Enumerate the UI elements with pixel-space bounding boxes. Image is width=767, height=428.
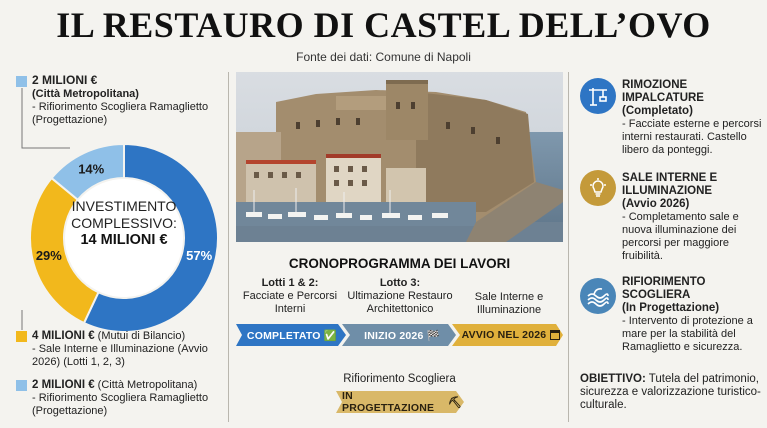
left-divider bbox=[228, 72, 229, 422]
status-2-title: SALE INTERNE E ILLUMINAZIONE bbox=[622, 172, 718, 197]
objective-label: OBIETTIVO: bbox=[580, 373, 646, 385]
status-1-state: (Completato) bbox=[622, 105, 693, 117]
funding-b2-desc: - Rifiorimento Scogliera Ramaglietto (Pr… bbox=[32, 392, 209, 417]
sub-badge: IN PROGETTAZIONE ⛏ bbox=[342, 390, 462, 414]
funding-b2-funder: (Città Metropolitana) bbox=[94, 379, 198, 391]
right-divider bbox=[568, 72, 569, 422]
phase-1-badge: COMPLETATO ✅ bbox=[246, 329, 338, 342]
status-2-desc: - Completamento sale e nuova illuminazio… bbox=[622, 211, 739, 262]
donut-slice-2 bbox=[50, 142, 125, 202]
phase-1-text: Facciate e Percorsi Interni bbox=[242, 290, 338, 315]
status-3-title: RIFIORIMENTO SCOGLIERA bbox=[622, 276, 706, 301]
status-1-title: RIMOZIONE IMPALCATURE bbox=[622, 79, 704, 104]
legend-swatch-blue-bottom bbox=[16, 380, 27, 391]
status-1-desc: - Facciate esterne e percorsi interni re… bbox=[622, 118, 762, 156]
page-title: IL RESTAURO DI CASTEL DELL’OVO bbox=[56, 5, 711, 45]
data-source: Fonte dei dati: Comune di Napoli bbox=[296, 50, 471, 64]
status-1: RIMOZIONE IMPALCATURE (Completato) - Fac… bbox=[622, 79, 762, 157]
sub-bar bbox=[336, 391, 464, 413]
timeline-title: CRONOPROGRAMMA DEI LAVORI bbox=[288, 256, 511, 271]
donut-hole bbox=[65, 179, 183, 297]
castle-photo bbox=[236, 72, 563, 242]
donut-label-2: 14% bbox=[78, 161, 104, 176]
objective-text: Tutela del patrimonio, sicurezza e valor… bbox=[580, 373, 761, 411]
funding-top: 2 MILIONI € (Città Metropolitana) - Rifi… bbox=[32, 74, 222, 127]
objective: OBIETTIVO: Tutela del patrimonio, sicure… bbox=[580, 373, 762, 412]
status-2: SALE INTERNE E ILLUMINAZIONE (Avvio 2026… bbox=[622, 172, 764, 263]
phase-3-text: Sale Interne e Illuminazione bbox=[474, 291, 544, 316]
funding-b1-funder: (Mutui di Bilancio) bbox=[94, 330, 186, 342]
funding-b1-amount: 4 MILIONI € bbox=[32, 330, 95, 342]
funding-bottom-1: 4 MILIONI € (Mutui di Bilancio) - Sale I… bbox=[32, 330, 227, 369]
phase-1-head: Lotti 1 & 2: bbox=[261, 277, 319, 289]
funding-top-amount: 2 MILIONI € bbox=[32, 73, 98, 87]
legend-swatch-yellow bbox=[16, 331, 27, 342]
status-2-state: (Avvio 2026) bbox=[622, 198, 690, 210]
funding-b2-amount: 2 MILIONI € bbox=[32, 379, 95, 391]
phase-1-arrow bbox=[236, 324, 346, 346]
sub-arrow bbox=[336, 391, 464, 413]
donut-slice-0 bbox=[82, 142, 219, 333]
status-3-state: (In Progettazione) bbox=[622, 302, 720, 314]
funding-top-funder: (Città Metropolitana) bbox=[32, 88, 139, 100]
funding-b1-desc: - Sale Interne e Illuminazione (Avvio 20… bbox=[32, 343, 208, 368]
center-line-1: INVESTIMENTO bbox=[71, 198, 177, 214]
crane-small-icon: ⛏ bbox=[447, 396, 462, 409]
status-3-desc: - Intervento di protezione a mare per la… bbox=[622, 315, 753, 353]
phase-2-label: Lotto 3: Ultimazione Restauro Architetto… bbox=[344, 277, 456, 316]
waves-icon bbox=[580, 278, 616, 314]
donut-label-0: 57% bbox=[186, 248, 212, 263]
phase-3-label: Sale Interne e Illuminazione bbox=[456, 291, 562, 317]
phase-2-arrow bbox=[342, 324, 456, 346]
phase-2-badge: INIZIO 2026 🏁 bbox=[364, 329, 440, 342]
legend-swatch-blue-top bbox=[16, 76, 27, 87]
crane-icon bbox=[580, 78, 616, 114]
phase-2-text: Ultimazione Restauro Architettonico bbox=[347, 290, 453, 315]
center-line-3: 14 MILIONI € bbox=[80, 232, 168, 248]
funding-top-desc: - Rifiorimento Scogliera Ramaglietto (Pr… bbox=[32, 101, 209, 126]
calendar-icon bbox=[550, 330, 561, 340]
status-3: RIFIORIMENTO SCOGLIERA (In Progettazione… bbox=[622, 276, 764, 354]
timeline-bar bbox=[236, 324, 563, 346]
center-line-2: COMPLESSIVO: bbox=[71, 215, 177, 231]
donut-slice-1 bbox=[29, 176, 100, 325]
phase-3-badge: AVVIO NEL 2026 bbox=[460, 324, 562, 346]
sub-badge-text: IN PROGETTAZIONE bbox=[342, 390, 435, 414]
donut-chart: 57% 29% 14% bbox=[29, 142, 219, 333]
funding-bottom-2: 2 MILIONI € (Città Metropolitana) - Rifi… bbox=[32, 379, 227, 418]
phase-3-badge-text: AVVIO NEL 2026 bbox=[461, 329, 547, 341]
phase-2-head: Lotto 3: bbox=[379, 277, 421, 289]
lightbulb-icon bbox=[580, 170, 616, 206]
phase-1-label: Lotti 1 & 2: Facciate e Percorsi Interni bbox=[236, 277, 344, 316]
donut-center-label: INVESTIMENTO COMPLESSIVO: 14 MILIONI € bbox=[26, 198, 222, 249]
leader-lines bbox=[21, 88, 70, 330]
phase-3-arrow bbox=[452, 324, 563, 346]
donut-label-1: 29% bbox=[36, 248, 62, 263]
sub-label: Rifiorimento Scogliera bbox=[343, 373, 456, 385]
